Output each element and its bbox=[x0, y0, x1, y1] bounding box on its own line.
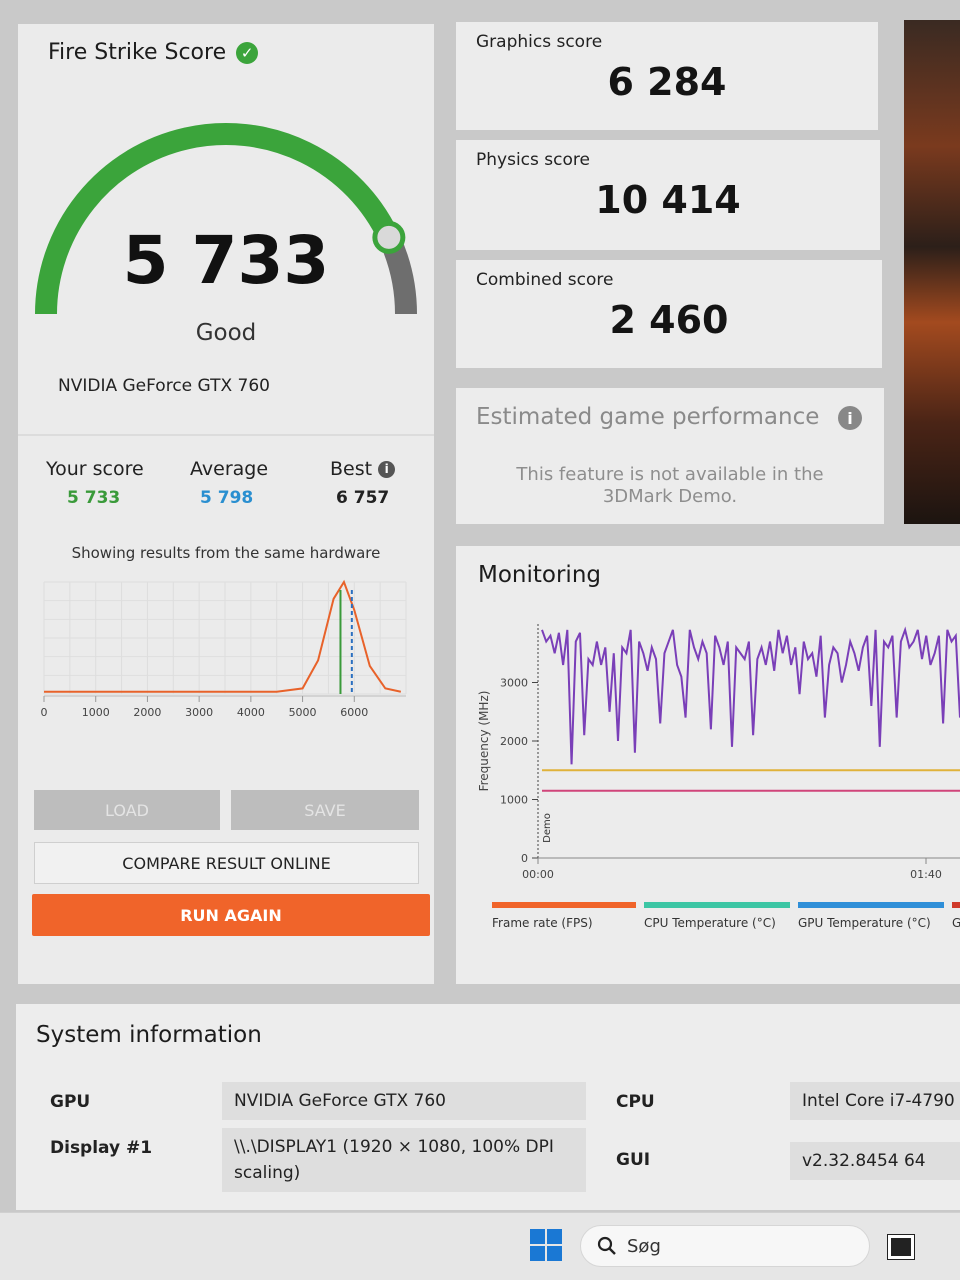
display-value-line2: scaling) bbox=[234, 1163, 301, 1183]
x-tick-label: 3000 bbox=[185, 706, 213, 719]
best-label-row: Best i bbox=[330, 458, 460, 480]
x-tick-label: 01:40 bbox=[910, 868, 942, 881]
divider bbox=[18, 434, 434, 436]
your-score-stat: Your score 5 733 bbox=[46, 458, 176, 508]
estimated-message-line1: This feature is not available in the bbox=[516, 464, 824, 485]
x-tick-label: 0 bbox=[41, 706, 48, 719]
legend-gpu-temp-swatch bbox=[798, 902, 944, 908]
load-button[interactable]: LOAD bbox=[34, 790, 220, 830]
frequency-line bbox=[541, 626, 960, 765]
legend-fps-label: Frame rate (FPS) bbox=[492, 916, 593, 930]
check-icon: ✓ bbox=[236, 41, 259, 64]
your-score-value: 5 733 bbox=[67, 488, 121, 508]
display-label: Display #1 bbox=[50, 1138, 153, 1158]
estimated-message: This feature is not available in the 3DM… bbox=[456, 464, 884, 508]
gauge-knob bbox=[372, 220, 406, 254]
gui-value: v2.32.8454 64 bbox=[790, 1142, 960, 1180]
score-title: Fire Strike Score ✓ bbox=[48, 40, 259, 65]
combined-score-value: 2 460 bbox=[609, 298, 729, 342]
physics-score-box: Physics score 10 414 bbox=[456, 140, 880, 250]
display-value-line1: \\.\DISPLAY1 (1920 × 1080, 100% DPI bbox=[234, 1137, 554, 1157]
score-rating: Good bbox=[195, 320, 257, 346]
combined-score-box: Combined score 2 460 bbox=[456, 260, 882, 368]
distribution-chart: 0 1000 2000 3000 4000 5000 6000 bbox=[41, 579, 407, 719]
legend-gpu-temp-label: GPU Temperature (°C) bbox=[798, 916, 931, 930]
legend-gpu-temp[interactable]: GPU Temperature (°C) bbox=[798, 902, 944, 930]
best-stat: Best i 6 757 bbox=[330, 458, 460, 508]
estimated-message-line2: 3DMark Demo. bbox=[602, 486, 738, 507]
graphics-score-value: 6 284 bbox=[607, 60, 727, 104]
x-tick-label: 2000 bbox=[133, 706, 161, 719]
search-icon bbox=[597, 1236, 616, 1255]
demo-marker-label: Demo bbox=[542, 813, 553, 843]
y-tick-label: 2000 bbox=[500, 735, 528, 748]
search-placeholder: Søg bbox=[627, 1235, 661, 1257]
legend-cpu-temp[interactable]: CPU Temperature (°C) bbox=[644, 902, 790, 930]
monitoring-chart: 0 1000 2000 3000 Frequency (MHz) Demo 00:00 01:… bbox=[477, 624, 960, 881]
monitoring-title: Monitoring bbox=[478, 562, 601, 588]
monitoring-panel: Monitoring 0 1000 2000 3000 Frequency (MHz) D… bbox=[456, 546, 960, 984]
physics-score-value: 10 414 bbox=[595, 178, 741, 222]
graphics-score-box: Graphics score 6 284 bbox=[456, 22, 878, 130]
x-tick-label: 6000 bbox=[340, 706, 368, 719]
best-label: Best bbox=[330, 458, 373, 480]
graphics-score-label: Graphics score bbox=[476, 32, 603, 52]
save-button[interactable]: SAVE bbox=[231, 790, 419, 830]
gpu-label: GPU bbox=[50, 1092, 91, 1112]
legend-cpu-temp-swatch bbox=[644, 902, 790, 908]
y-tick-label: 1000 bbox=[500, 794, 528, 807]
average-value: 5 798 bbox=[200, 488, 254, 508]
y-tick-label: 3000 bbox=[500, 677, 528, 690]
x-tick-label: 00:00 bbox=[522, 868, 554, 881]
showing-text: Showing results from the same hardware bbox=[71, 544, 381, 562]
legend-cpu-temp-label: CPU Temperature (°C) bbox=[644, 916, 776, 930]
total-score: 5 733 bbox=[122, 222, 330, 299]
score-gauge bbox=[35, 123, 417, 315]
distribution-line bbox=[44, 579, 402, 693]
info-icon[interactable]: i bbox=[838, 406, 862, 430]
gpu-value: NVIDIA GeForce GTX 760 bbox=[222, 1082, 586, 1120]
y-tick-label: 0 bbox=[521, 852, 528, 865]
x-tick-label: 4000 bbox=[237, 706, 265, 719]
average-stat: Average 5 798 bbox=[190, 458, 320, 508]
legend-more-swatch bbox=[952, 902, 960, 908]
cpu-label: CPU bbox=[616, 1092, 655, 1112]
legend-more[interactable]: G bbox=[952, 902, 960, 930]
taskbar-app-icon[interactable] bbox=[887, 1234, 915, 1260]
taskbar-search[interactable]: Søg bbox=[580, 1225, 870, 1267]
combined-score-label: Combined score bbox=[476, 270, 614, 290]
best-value: 6 757 bbox=[336, 488, 390, 508]
gpu-name: NVIDIA GeForce GTX 760 bbox=[58, 376, 270, 396]
taskbar: Søg bbox=[0, 1212, 960, 1280]
info-icon[interactable]: i bbox=[378, 460, 396, 478]
x-tick-label: 5000 bbox=[289, 706, 317, 719]
your-score-label: Your score bbox=[46, 458, 144, 480]
display-value: \\.\DISPLAY1 (1920 × 1080, 100% DPI scal… bbox=[222, 1128, 586, 1192]
run-again-button[interactable]: RUN AGAIN bbox=[32, 894, 430, 936]
y-axis-label: Frequency (MHz) bbox=[477, 691, 491, 792]
estimated-performance-box: Estimated game performance i This featur… bbox=[456, 388, 884, 524]
windows-start-icon[interactable] bbox=[530, 1229, 562, 1261]
physics-score-label: Physics score bbox=[476, 150, 590, 170]
estimated-title: Estimated game performance bbox=[476, 404, 820, 430]
benchmark-artwork bbox=[904, 20, 960, 524]
gauge-fill bbox=[35, 123, 399, 315]
average-label: Average bbox=[190, 458, 269, 480]
gui-label: GUI bbox=[616, 1150, 651, 1170]
compare-online-button[interactable]: COMPARE RESULT ONLINE bbox=[34, 842, 419, 884]
system-info-panel: System information GPU NVIDIA GeForce GT… bbox=[16, 1004, 960, 1210]
system-info-title: System information bbox=[36, 1022, 262, 1048]
score-title-text: Fire Strike Score bbox=[48, 40, 227, 65]
legend-more-label: G bbox=[952, 916, 960, 930]
score-panel: Fire Strike Score ✓ 5 733 Good NVIDIA Ge… bbox=[18, 24, 434, 984]
x-tick-label: 1000 bbox=[82, 706, 110, 719]
legend-fps-swatch bbox=[492, 902, 636, 908]
cpu-value: Intel Core i7-4790 bbox=[790, 1082, 960, 1120]
legend-fps[interactable]: Frame rate (FPS) bbox=[492, 902, 636, 930]
